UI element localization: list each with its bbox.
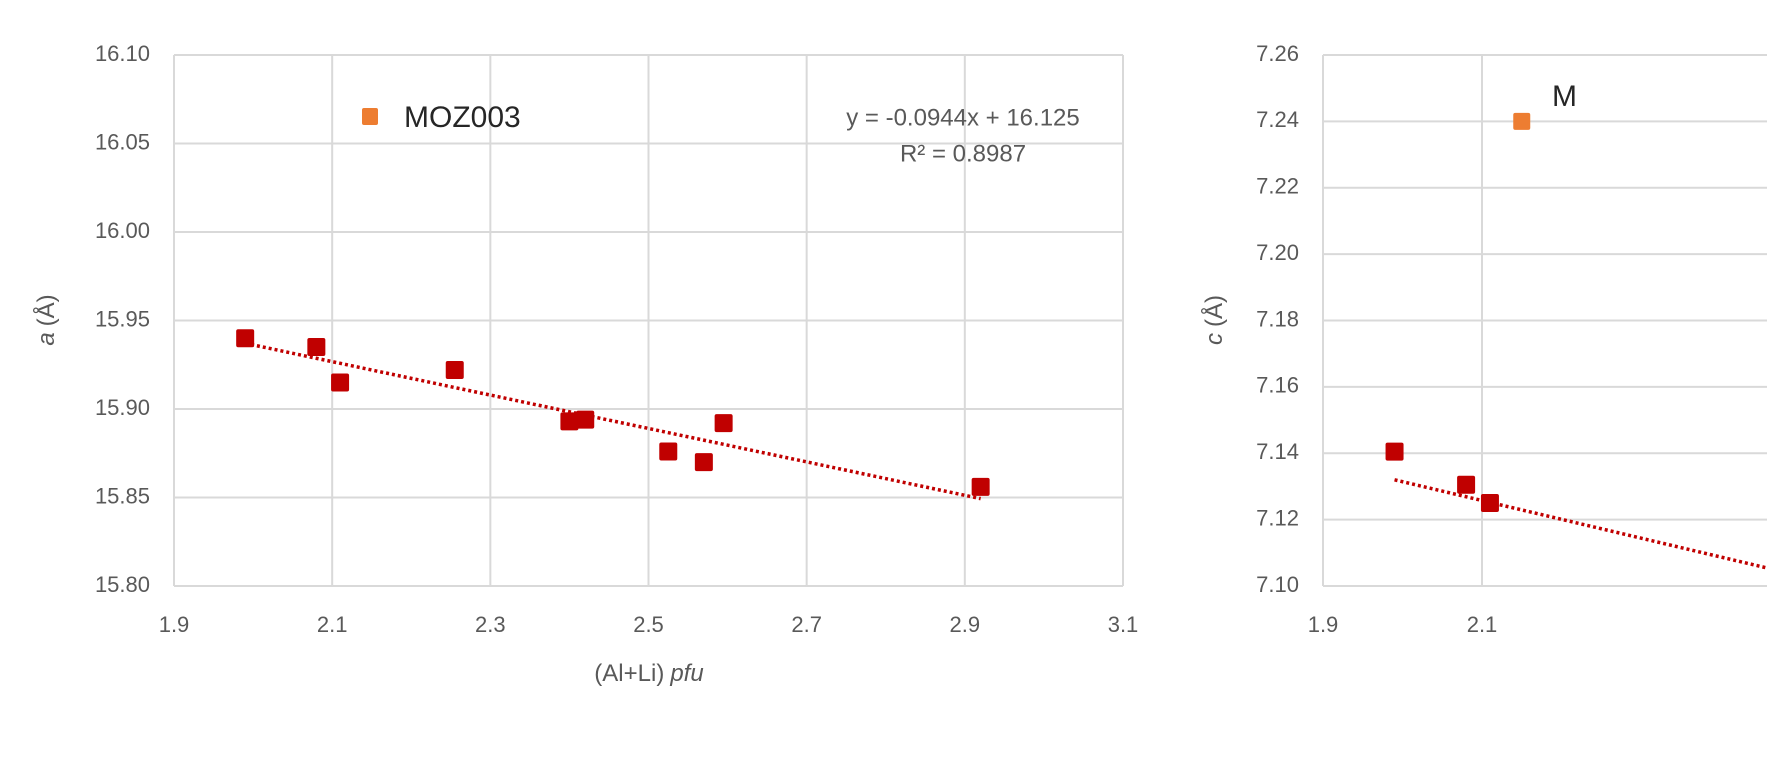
chart-a-x-tick-label: 2.9 [950,612,981,637]
chart-c-highlight-point [1513,112,1531,130]
chart-a-y-tick-label: 16.05 [95,129,150,154]
chart-c-legend-label: M [1552,80,1577,113]
chart-c-y-tick-label: 7.18 [1256,306,1299,331]
chart-a-points [236,329,990,496]
chart-a-x-tick-label: 2.1 [317,612,348,637]
chart-a-x-tick-label: 2.3 [475,612,506,637]
chart-c-y-tick-labels: 7.10 7.12 7.14 7.16 7.18 7.20 7.22 7.24 7.26 [1256,41,1299,597]
chart-c-data-point [1457,475,1476,494]
chart-c-y-axis-title: c (Å) [1200,295,1228,345]
chart-a-data-point [576,410,595,429]
chart-a-x-tick-label: 3.1 [1108,612,1139,637]
chart-a-y-tick-label: 15.95 [95,306,150,331]
chart-a-data-point [714,414,733,433]
chart-a-y-tick-labels: 15.80 15.85 15.90 15.95 16.00 16.05 16.10 [95,41,150,597]
trendline-equation: y = -0.0944x + 16.125 [846,104,1080,131]
chart-c-y-tick-label: 7.20 [1256,240,1299,265]
chart-a-y-tick-label: 16.00 [95,218,150,243]
x-axis-title: (Al+Li) pfu [594,660,703,687]
chart-a-x-tick-label: 2.7 [791,612,822,637]
chart-c-y-tick-label: 7.10 [1256,572,1299,597]
chart-c-trendline-group [1394,478,1767,570]
chart-a-data-point [307,338,326,357]
chart-c-x-tick-label: 2.1 [1467,612,1498,637]
chart-c-data-point [1480,494,1499,513]
chart-c-y-tick-label: 7.22 [1256,174,1299,199]
chart-c-x-tick-label: 1.9 [1308,612,1339,637]
chart-a-x-tick-label: 2.5 [633,612,664,637]
chart-a-data-point [236,329,255,348]
chart-c-data-point [1385,442,1404,461]
chart-a-y-tick-label: 15.90 [95,395,150,420]
chart-a-data-point [971,477,990,496]
trendline-r-squared: R² = 0.8987 [900,140,1026,167]
chart-a-parameter: 1.9 2.1 2.3 2.5 2.7 2.9 3.1 15.8015.8515.9015.… [32,41,1138,688]
x-axis-title-main: (Al+Li) [594,660,664,687]
chart-a-y-tick-label: 15.85 [95,483,150,508]
chart-a-data-point [331,373,350,392]
chart-c-x-tick-labels: 1.9 2.1 [1308,612,1498,637]
legend-marker-moz003 [362,108,378,125]
chart-a-data-point [445,361,464,380]
chart-c-trendline [1394,478,1767,570]
chart-c-y-tick-label: 7.26 [1256,41,1299,66]
y-axis-title-unit: (Å) [32,294,60,326]
chart-a-y-tick-label: 15.80 [95,572,150,597]
chart-c-parameter: 1.9 2.1 7.107.127.147.167.187.207.227.247… [1200,41,1767,637]
chart-c-y-tick-label: 7.24 [1256,107,1299,132]
chart-c-y-tick-label: 7.12 [1256,505,1299,530]
x-axis-title-unit: pfu [669,660,703,687]
chart-c-y-axis-title-unit: (Å) [1200,295,1228,327]
chart-c-gridlines [1322,54,1767,587]
chart-a-data-point [659,442,678,461]
chart-a-data-point [694,453,713,472]
chart-c-y-axis-title-symbol: c [1201,333,1228,345]
chart-a-data-point [560,412,579,431]
chart-a-trendline-group [244,341,982,501]
chart-c-points [1385,112,1531,513]
y-axis-title: a (Å) [32,294,60,345]
chart-a-x-tick-label: 1.9 [159,612,190,637]
chart-a-gridlines [173,54,1124,587]
chart-c-y-tick-label: 7.14 [1256,439,1299,464]
chart-a-x-tick-labels: 1.9 2.1 2.3 2.5 2.7 2.9 3.1 [159,612,1139,637]
y-axis-title-symbol: a [33,332,60,345]
legend-label-moz003: MOZ003 [404,101,521,134]
chart-c-y-tick-label: 7.16 [1256,373,1299,398]
chart-a-y-tick-label: 16.10 [95,41,150,66]
chart-a-trendline [244,341,982,501]
